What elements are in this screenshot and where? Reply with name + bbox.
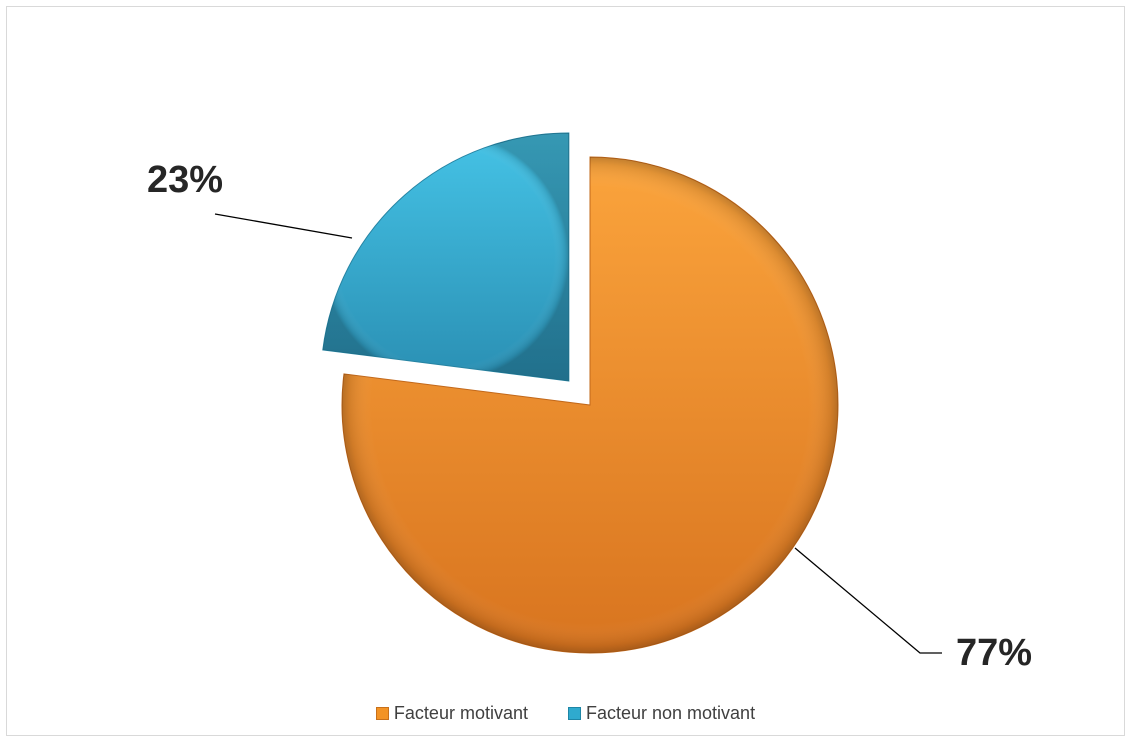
pie-slice-facteur-motivant xyxy=(341,156,839,654)
data-label: 77% xyxy=(956,632,1032,674)
pie-slice-facteur-non-motivant xyxy=(322,132,570,382)
data-label: 23% xyxy=(147,159,223,201)
leader-line xyxy=(794,547,942,654)
legend-swatch-orange xyxy=(375,706,389,720)
legend-item-facteur-non-motivant: Facteur non motivant xyxy=(567,702,756,724)
legend: Facteur motivant Facteur non motivant xyxy=(0,700,1131,726)
legend-item-facteur-motivant: Facteur motivant xyxy=(375,702,528,724)
legend-swatch-blue xyxy=(567,706,581,720)
legend-label: Facteur non motivant xyxy=(585,702,756,723)
leader-line xyxy=(214,213,353,239)
legend-label: Facteur motivant xyxy=(393,702,528,723)
